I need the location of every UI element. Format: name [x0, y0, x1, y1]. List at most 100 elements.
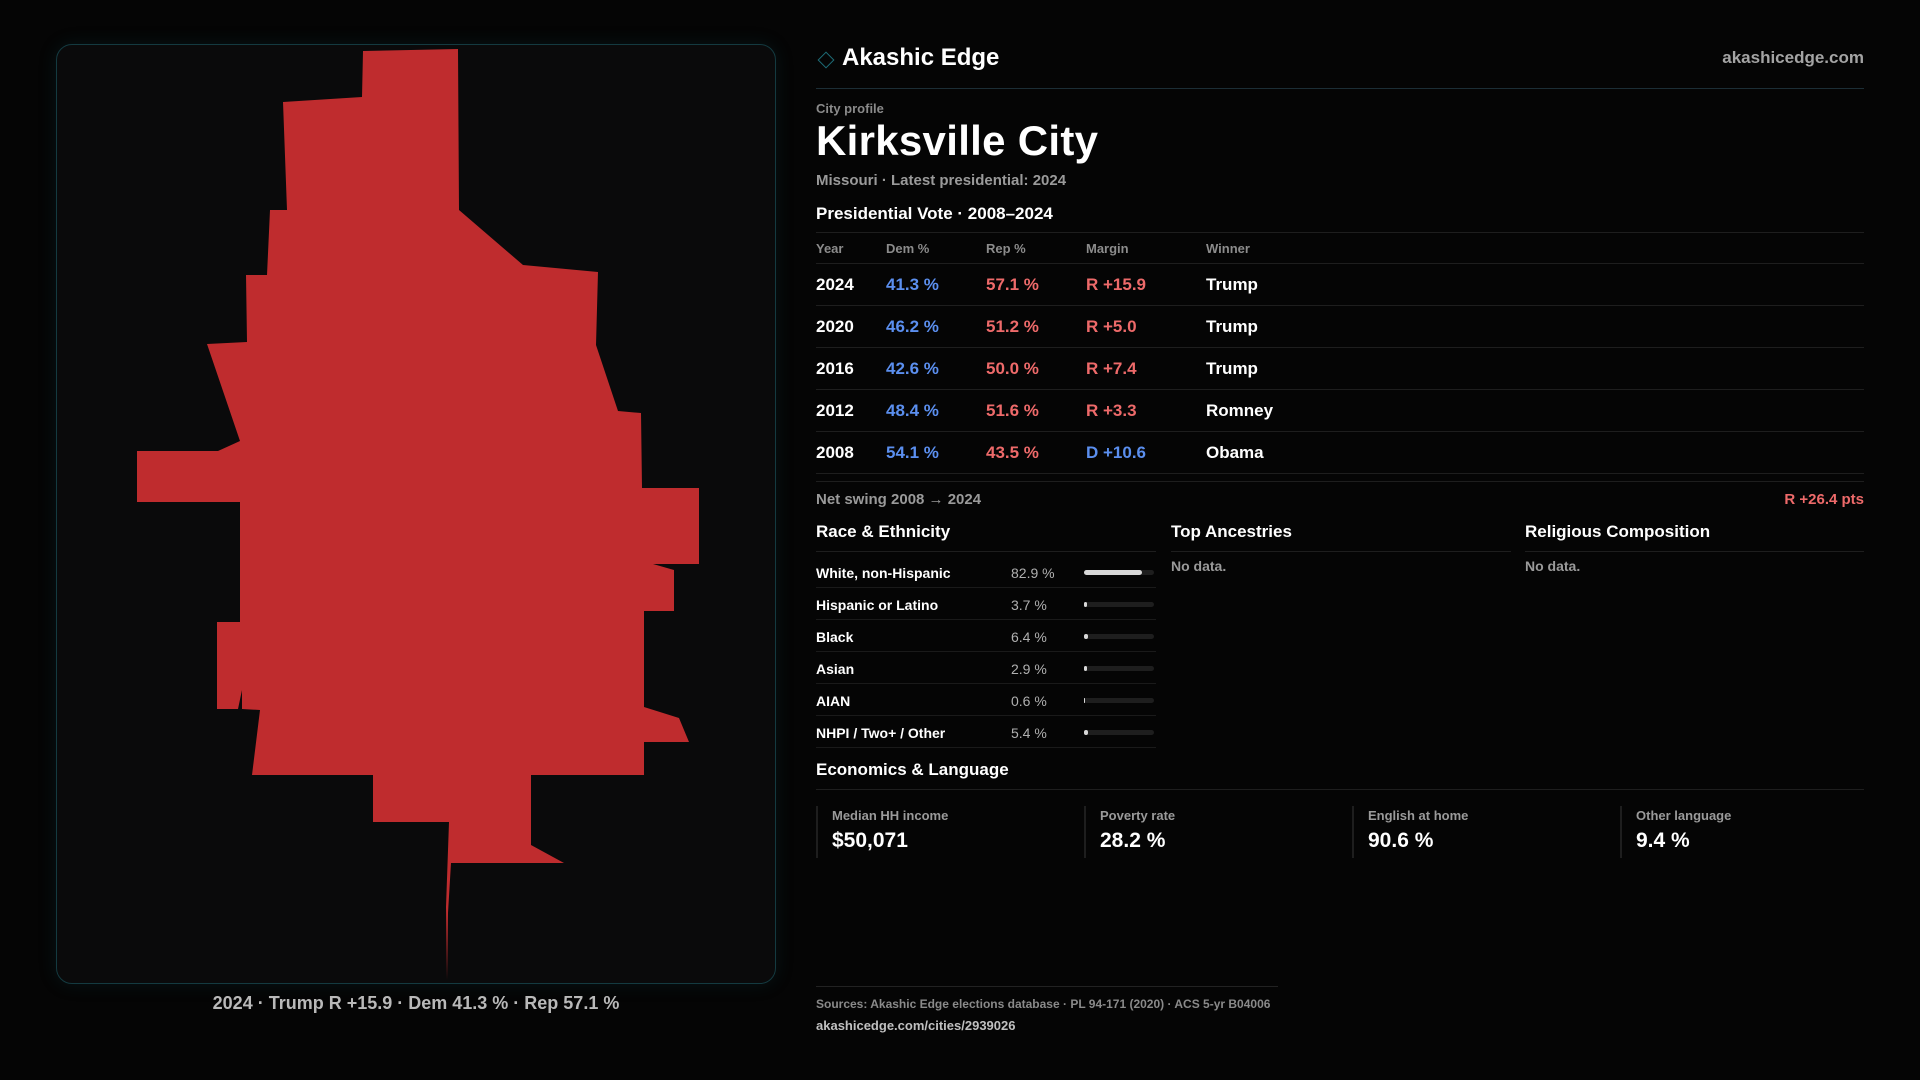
list-item: Hispanic or Latino 3.7 %	[816, 588, 1156, 620]
dem-cell: 46.2 %	[886, 317, 939, 336]
list-item: Black 6.4 %	[816, 620, 1156, 652]
table-row: 2008 54.1 % 43.5 % D +10.6 Obama	[816, 432, 1864, 474]
stat-label: Median HH income	[832, 808, 949, 823]
race-label: NHPI / Two+ / Other	[816, 725, 946, 741]
race-label: AIAN	[816, 693, 851, 709]
rep-cell: 50.0 %	[986, 359, 1039, 378]
dem-cell: 48.4 %	[886, 401, 939, 420]
vote-table: Year Dem % Rep % Margin Winner 2024 41.3…	[816, 232, 1864, 474]
race-percent: 6.4 %	[1011, 629, 1047, 645]
race-label: Asian	[816, 661, 855, 677]
race-percent: 3.7 %	[1011, 597, 1047, 613]
margin-cell: D +10.6	[1086, 443, 1147, 462]
dem-cell: 54.1 %	[886, 443, 939, 462]
net-swing-row: Net swing 2008 → 2024 R +26.4 pts	[816, 481, 1864, 517]
race-percent: 5.4 %	[1011, 725, 1047, 741]
religion-empty-text: No data.	[1525, 558, 1581, 574]
header-dem: Dem %	[886, 241, 930, 256]
race-section-title: Race & Ethnicity	[816, 522, 1156, 552]
year-cell: 2008	[816, 443, 854, 462]
city-map-panel	[56, 44, 776, 984]
brand-name[interactable]: Akashic Edge	[842, 44, 1000, 71]
margin-cell: R +7.4	[1086, 359, 1137, 378]
city-boundary-map	[137, 49, 699, 980]
list-item: AIAN 0.6 %	[816, 684, 1156, 716]
header-winner: Winner	[1206, 241, 1250, 256]
race-list: White, non-Hispanic 82.9 % Hispanic or L…	[816, 556, 1156, 748]
list-item: NHPI / Two+ / Other 5.4 %	[816, 716, 1156, 748]
race-bar	[1084, 602, 1154, 607]
stat-label: Other language	[1636, 808, 1732, 823]
year-cell: 2012	[816, 401, 854, 420]
ancestries-section: Top Ancestries No data.	[1171, 522, 1511, 574]
year-cell: 2024	[816, 275, 854, 294]
race-label: Hispanic or Latino	[816, 597, 939, 613]
race-bar-fill	[1084, 634, 1089, 639]
dem-cell: 42.6 %	[886, 359, 939, 378]
stat-other-language: Other language 9.4 %	[1620, 806, 1870, 858]
sources-text: Sources: Akashic Edge elections database…	[816, 997, 1271, 1011]
winner-cell: Trump	[1206, 275, 1258, 294]
religion-section: Religious Composition No data.	[1525, 522, 1864, 574]
winner-cell: Romney	[1206, 401, 1274, 420]
stat-poverty-rate: Poverty rate 28.2 %	[1084, 806, 1334, 858]
header-bar: Akashic Edge akashicedge.com	[816, 44, 1864, 89]
race-bar	[1084, 666, 1154, 671]
year-cell: 2020	[816, 317, 854, 336]
list-item: White, non-Hispanic 82.9 %	[816, 556, 1156, 588]
stat-label: Poverty rate	[1100, 808, 1176, 823]
net-swing-label: Net swing 2008 → 2024	[816, 491, 982, 508]
race-bar	[1084, 698, 1154, 703]
table-row: 2012 48.4 % 51.6 % R +3.3 Romney	[816, 390, 1864, 432]
list-item: Asian 2.9 %	[816, 652, 1156, 684]
race-bar-fill	[1084, 602, 1087, 607]
race-percent: 0.6 %	[1011, 693, 1047, 709]
race-section: Race & Ethnicity White, non-Hispanic 82.…	[816, 522, 1156, 748]
rep-cell: 57.1 %	[986, 275, 1039, 294]
stat-value: 9.4 %	[1636, 829, 1690, 852]
race-bar-fill	[1084, 666, 1087, 671]
map-caption: 2024 · Trump R +15.9 · Dem 41.3 % · Rep …	[212, 993, 620, 1013]
winner-cell: Trump	[1206, 317, 1258, 336]
header-rep: Rep %	[986, 241, 1026, 256]
page-eyebrow: City profile	[816, 101, 884, 116]
stat-english-at-home: English at home 90.6 %	[1352, 806, 1602, 858]
table-row: 2024 41.3 % 57.1 % R +15.9 Trump	[816, 264, 1864, 306]
race-label: White, non-Hispanic	[816, 565, 951, 581]
race-bar-fill	[1084, 570, 1143, 575]
religion-section-title: Religious Composition	[1525, 522, 1864, 552]
net-swing-value: R +26.4 pts	[1784, 491, 1864, 508]
diamond-logo-icon	[817, 51, 835, 69]
margin-cell: R +3.3	[1086, 401, 1137, 420]
rep-cell: 51.6 %	[986, 401, 1039, 420]
winner-cell: Trump	[1206, 359, 1258, 378]
city-page-link[interactable]: akashicedge.com/cities/2939026	[816, 1018, 1016, 1033]
margin-cell: R +15.9	[1086, 275, 1147, 294]
site-url-link[interactable]: akashicedge.com	[1722, 48, 1864, 67]
race-bar	[1084, 634, 1154, 639]
stat-value: $50,071	[832, 829, 908, 852]
header-year: Year	[816, 241, 844, 256]
vote-table-header: Year Dem % Rep % Margin Winner	[816, 232, 1864, 264]
ancestries-empty-text: No data.	[1171, 558, 1227, 574]
stat-label: English at home	[1368, 808, 1469, 823]
page-subtitle: Missouri · Latest presidential: 2024	[816, 172, 1067, 189]
rep-cell: 43.5 %	[986, 443, 1039, 462]
stat-value: 28.2 %	[1100, 829, 1166, 852]
year-cell: 2016	[816, 359, 854, 378]
race-label: Black	[816, 629, 854, 645]
vote-section-title: Presidential Vote · 2008–2024	[816, 204, 1053, 223]
rep-cell: 51.2 %	[986, 317, 1039, 336]
ancestries-section-title: Top Ancestries	[1171, 522, 1511, 552]
stat-value: 90.6 %	[1368, 829, 1434, 852]
table-row: 2020 46.2 % 51.2 % R +5.0 Trump	[816, 306, 1864, 348]
sources-footer: Sources: Akashic Edge elections database…	[816, 986, 1278, 1033]
page-title: Kirksville City	[816, 117, 1099, 164]
header-margin: Margin	[1086, 241, 1129, 256]
race-percent: 2.9 %	[1011, 661, 1047, 677]
margin-cell: R +5.0	[1086, 317, 1137, 336]
stat-median-income: Median HH income $50,071	[816, 806, 1066, 858]
economics-section-title: Economics & Language	[816, 760, 1864, 790]
race-percent: 82.9 %	[1011, 565, 1055, 581]
dem-cell: 41.3 %	[886, 275, 939, 294]
